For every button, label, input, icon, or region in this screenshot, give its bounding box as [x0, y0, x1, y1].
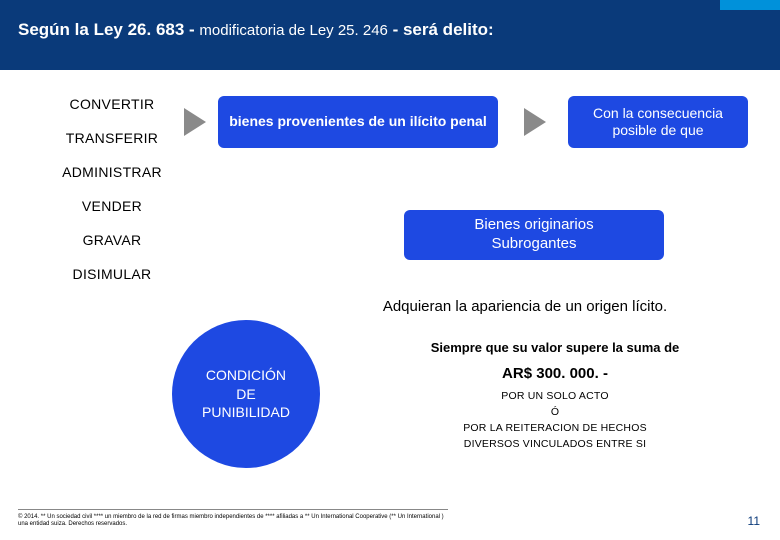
box-bienes-originarios: Bienes originarios Subrogantes: [404, 210, 664, 260]
box-consecuencia: Con la consecuencia posible de que: [568, 96, 748, 148]
slide-title: Según la Ley 26. 683 - modificatoria de …: [18, 20, 494, 40]
arrow-right-icon: [524, 108, 546, 136]
box-text-line: Subrogantes: [474, 235, 593, 254]
title-mid: modificatoria de Ley 25. 246: [199, 22, 387, 39]
title-suffix: - será delito:: [388, 20, 494, 39]
box-bienes-ilicito: bienes provenientes de un ilícito penal: [218, 96, 498, 148]
text-amount: AR$ 300. 000. -: [360, 365, 750, 382]
title-prefix: Según la Ley 26. 683 -: [18, 20, 199, 39]
text-sub: POR UN SOLO ACTO: [360, 390, 750, 402]
text-sub: POR LA REITERACION DE HECHOS: [360, 422, 750, 434]
slide: Según la Ley 26. 683 - modificatoria de …: [0, 0, 780, 540]
text-apariencia: Adquieran la apariencia de un origen líc…: [300, 298, 750, 315]
box-text-line: Bienes originarios: [474, 216, 593, 235]
verb-item: ADMINISTRAR: [42, 164, 182, 180]
verb-item: GRAVAR: [42, 232, 182, 248]
circle-line: DE: [202, 385, 290, 404]
footer-copyright: © 2014. ** Un sociedad civil **** un mie…: [18, 509, 448, 528]
circle-line: CONDICIÓN: [202, 366, 290, 385]
verb-item: DISIMULAR: [42, 266, 182, 282]
verb-list: CONVERTIR TRANSFERIR ADMINISTRAR VENDER …: [42, 96, 182, 300]
verb-item: CONVERTIR: [42, 96, 182, 112]
verb-item: VENDER: [42, 198, 182, 214]
page-number: 11: [748, 514, 760, 528]
text-siempre: Siempre que su valor supere la suma de: [360, 340, 750, 355]
verb-item: TRANSFERIR: [42, 130, 182, 146]
box-text: Con la consecuencia posible de que: [578, 105, 738, 140]
arrow-right-icon: [184, 108, 206, 136]
right-block: Siempre que su valor supere la suma de A…: [360, 340, 750, 454]
circle-condicion: CONDICIÓN DE PUNIBILIDAD: [172, 320, 320, 468]
circle-line: PUNIBILIDAD: [202, 403, 290, 422]
text-sub: DIVERSOS VINCULADOS ENTRE SI: [360, 438, 750, 450]
text-sub: Ó: [360, 406, 750, 418]
box-text: bienes provenientes de un ilícito penal: [229, 113, 487, 131]
header-accent: [720, 0, 780, 10]
